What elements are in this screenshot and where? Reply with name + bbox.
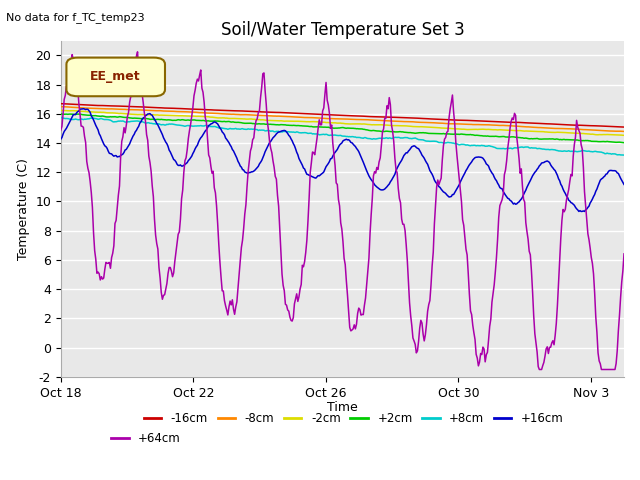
+16cm [394, 165, 401, 171]
+2cm [518, 135, 526, 141]
Text: No data for f_TC_temp23: No data for f_TC_temp23 [6, 12, 145, 23]
-8cm [392, 119, 400, 124]
+64cm [620, 251, 628, 257]
-2cm [392, 123, 400, 129]
+8cm [328, 132, 335, 138]
Y-axis label: Temperature (C): Temperature (C) [17, 158, 29, 260]
+16cm [329, 153, 337, 159]
+2cm [607, 139, 614, 145]
+8cm [620, 152, 628, 158]
+16cm [363, 168, 371, 174]
-8cm [324, 116, 332, 121]
+8cm [362, 135, 369, 141]
-16cm [620, 124, 628, 130]
+2cm [620, 140, 628, 145]
-8cm [620, 129, 628, 134]
+8cm [392, 134, 400, 140]
-8cm [362, 117, 369, 122]
-2cm [620, 132, 628, 138]
+8cm [607, 151, 614, 156]
-8cm [607, 128, 614, 134]
+16cm [326, 159, 333, 165]
-16cm [362, 113, 369, 119]
+64cm [609, 367, 616, 372]
Line: -8cm: -8cm [61, 107, 624, 132]
+8cm [324, 132, 332, 138]
+64cm [329, 141, 337, 146]
+64cm [520, 196, 527, 202]
+64cm [363, 281, 371, 287]
FancyBboxPatch shape [67, 58, 165, 96]
-2cm [328, 120, 335, 126]
-16cm [324, 112, 332, 118]
-16cm [328, 112, 335, 118]
+2cm [328, 125, 335, 131]
+64cm [57, 127, 65, 133]
+64cm [134, 49, 141, 55]
+2cm [392, 129, 400, 135]
X-axis label: Time: Time [327, 401, 358, 414]
Line: -16cm: -16cm [61, 104, 624, 127]
-8cm [57, 104, 65, 109]
+16cm [577, 209, 585, 215]
+8cm [57, 115, 65, 120]
+8cm [518, 144, 526, 150]
Line: +64cm: +64cm [61, 52, 624, 370]
+64cm [394, 170, 401, 176]
+16cm [620, 181, 628, 187]
Line: +8cm: +8cm [61, 118, 624, 155]
-8cm [328, 116, 335, 121]
Text: EE_met: EE_met [90, 70, 141, 83]
-16cm [607, 123, 614, 129]
+16cm [79, 106, 87, 111]
+2cm [57, 111, 65, 117]
+16cm [520, 192, 527, 197]
Legend: +64cm: +64cm [106, 427, 186, 450]
+2cm [324, 124, 332, 130]
+2cm [362, 127, 369, 132]
-8cm [518, 124, 526, 130]
Line: +2cm: +2cm [61, 114, 624, 143]
+16cm [57, 136, 65, 142]
+16cm [609, 168, 616, 174]
-2cm [324, 120, 332, 125]
+64cm [536, 367, 543, 372]
-16cm [57, 101, 65, 107]
-2cm [362, 121, 369, 127]
-2cm [607, 132, 614, 138]
-16cm [518, 120, 526, 125]
-2cm [57, 108, 65, 113]
Line: +16cm: +16cm [61, 108, 624, 212]
+64cm [326, 110, 333, 116]
-16cm [392, 114, 400, 120]
Line: -2cm: -2cm [61, 110, 624, 135]
Title: Soil/Water Temperature Set 3: Soil/Water Temperature Set 3 [221, 21, 464, 39]
-2cm [518, 128, 526, 134]
